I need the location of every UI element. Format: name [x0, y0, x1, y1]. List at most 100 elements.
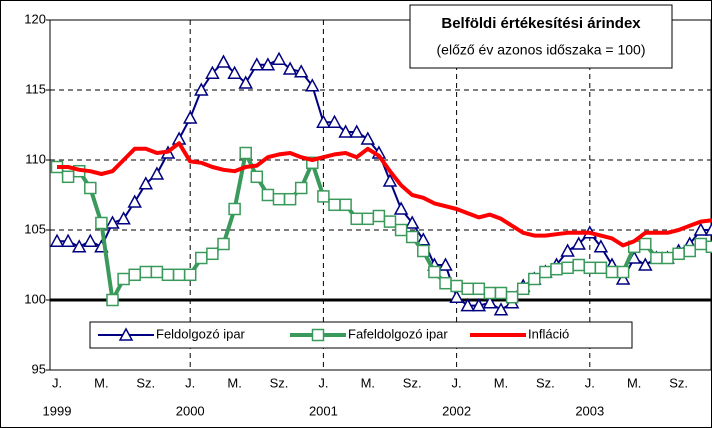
x-tick-label: J.	[585, 375, 595, 390]
marker	[49, 233, 65, 247]
marker	[449, 289, 464, 303]
marker	[349, 124, 364, 138]
marker	[650, 251, 663, 265]
marker	[61, 170, 75, 184]
marker	[228, 202, 241, 216]
x-tick-label: M.	[627, 375, 641, 390]
marker	[249, 57, 265, 71]
marker	[71, 239, 87, 253]
marker	[461, 282, 474, 296]
marker	[661, 251, 674, 265]
marker	[217, 237, 230, 251]
marker	[117, 272, 130, 286]
marker	[471, 298, 487, 312]
marker	[227, 65, 242, 79]
marker	[260, 57, 276, 71]
marker	[83, 233, 98, 247]
marker	[293, 64, 309, 78]
marker	[238, 75, 253, 89]
marker	[616, 265, 630, 279]
marker	[183, 268, 197, 282]
legend-marker	[118, 327, 134, 341]
marker	[428, 265, 441, 279]
marker	[417, 244, 430, 258]
marker	[105, 215, 120, 229]
plot-border	[49, 19, 712, 371]
marker	[493, 302, 509, 316]
marker	[439, 276, 452, 290]
marker	[494, 286, 508, 300]
x-tick-label: J.	[318, 375, 328, 390]
marker	[672, 247, 685, 261]
marker	[127, 194, 142, 208]
x-year-label: 1999	[43, 403, 72, 418]
marker	[150, 265, 164, 279]
y-tick-label: 100	[24, 291, 46, 306]
x-tick-label: J.	[185, 375, 195, 390]
y-tick-label: 115	[25, 81, 46, 96]
marker	[560, 243, 575, 257]
marker	[361, 212, 375, 226]
marker	[483, 286, 497, 300]
marker	[561, 261, 574, 275]
chart-title: Belföldi értékesítési árindex	[441, 15, 641, 32]
marker	[394, 223, 408, 237]
marker	[205, 65, 220, 79]
marker	[161, 268, 175, 282]
y-tick-label: 105	[24, 221, 46, 236]
marker	[705, 240, 712, 254]
marker	[550, 262, 563, 276]
marker	[195, 251, 208, 265]
marker	[482, 295, 498, 309]
marker	[239, 146, 252, 160]
marker	[294, 181, 308, 195]
marker	[693, 222, 709, 236]
marker	[594, 261, 608, 275]
x-tick-label: Sz.	[669, 375, 688, 390]
marker	[172, 268, 186, 282]
marker	[516, 282, 530, 296]
legend-marker	[311, 328, 325, 342]
marker	[272, 192, 286, 206]
x-year-label: 2003	[575, 403, 604, 418]
marker	[694, 237, 708, 251]
marker	[250, 170, 264, 184]
marker	[450, 279, 463, 293]
marker	[382, 173, 398, 187]
x-tick-label: M.	[361, 375, 375, 390]
marker	[139, 265, 153, 279]
marker	[571, 236, 586, 250]
x-tick-label: J.	[452, 375, 462, 390]
x-tick-label: J.	[52, 375, 62, 390]
marker	[138, 176, 154, 190]
x-tick-label: Sz.	[136, 375, 155, 390]
marker	[282, 61, 298, 75]
marker	[271, 51, 287, 65]
plot-area: 95 100 105 110 115 120 J. 1999 M. Sz. J. 2000 M. Sz. J…	[24, 11, 712, 418]
marker	[116, 211, 131, 225]
marker	[615, 271, 631, 285]
marker	[605, 265, 619, 279]
marker	[438, 257, 453, 271]
legend: Feldolgozó ipar Fafeldolgozó ipar Infláció	[89, 321, 633, 349]
marker	[372, 209, 386, 223]
x-year-label: 2001	[309, 403, 338, 418]
x-tick-label: M.	[94, 375, 108, 390]
marker	[683, 244, 696, 258]
series-line	[57, 141, 712, 248]
marker	[149, 166, 165, 180]
marker	[505, 290, 519, 304]
marker	[393, 201, 409, 215]
marker	[182, 110, 198, 124]
marker	[639, 237, 652, 251]
marker	[405, 230, 419, 244]
x-year-label: 2002	[442, 403, 471, 418]
marker	[638, 257, 653, 271]
x-tick-label: Sz.	[270, 375, 289, 390]
marker	[528, 272, 541, 286]
marker	[583, 261, 597, 275]
marker	[283, 192, 297, 206]
marker	[539, 265, 552, 279]
x-tick-label: Sz.	[403, 375, 422, 390]
